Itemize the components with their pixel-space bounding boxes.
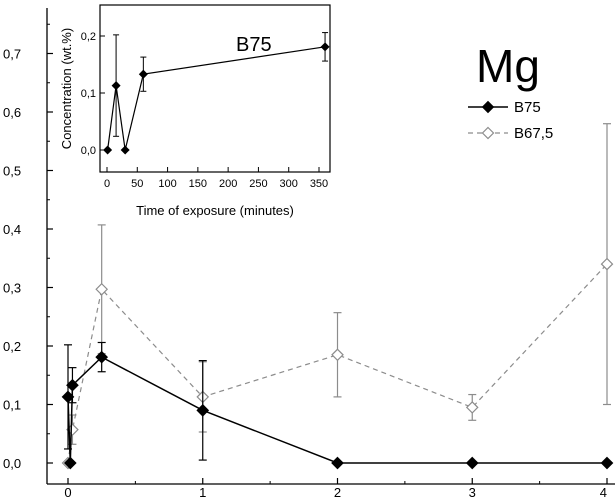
data-point [66, 378, 79, 392]
data-point [95, 350, 109, 364]
inset-x-tick-label: 250 [249, 178, 267, 190]
series-b75 [61, 341, 614, 470]
data-point [600, 456, 614, 470]
y-tick-label: 0,2 [3, 339, 21, 354]
inset-x-tick-label: 200 [219, 178, 237, 190]
data-point [95, 282, 109, 296]
inset-x-tick-label: 350 [310, 178, 328, 190]
inset-frame [99, 4, 331, 173]
data-point [465, 401, 479, 414]
x-tick-label: 4 [600, 485, 607, 499]
legend: B75 B67,5 [468, 99, 553, 142]
chart-title: Mg [476, 40, 540, 92]
inset-data-point [120, 145, 130, 155]
y-tick-label: 0,7 [3, 47, 21, 62]
inset-x-tick-label: 150 [189, 178, 207, 190]
x-tick-label: 3 [469, 485, 476, 499]
inset-x-tick-label: 100 [158, 178, 176, 190]
y-tick-label: 0,1 [3, 398, 21, 413]
inset-y-tick-label: 0,0 [81, 145, 96, 157]
legend-label-b75: B75 [514, 99, 541, 116]
inset-title: B75 [236, 34, 272, 56]
y-tick-label: 0,6 [3, 105, 21, 120]
data-point [331, 348, 344, 362]
y-tick-label: 0,5 [3, 164, 21, 179]
inset-x-axis-label: Time of exposure (minutes) [136, 203, 294, 218]
inset-x-tick-label: 0 [104, 178, 110, 190]
inset-series-b75 [103, 32, 330, 155]
inset-y-axis-label: Concentration (wt.%) [59, 28, 74, 149]
inset-y-tick-label: 0,2 [81, 31, 96, 43]
y-tick-label: 0,0 [3, 456, 21, 471]
inset-data-point [111, 81, 121, 91]
data-point [465, 456, 479, 470]
main-plot: 0,0 0,1 0,2 0,3 0,4 0,5 0,6 0,7 0 1 2 3 4 Mg B75 B67,5 [3, 8, 615, 499]
inset-data-point [320, 42, 330, 52]
data-point [63, 456, 77, 470]
x-tick-label: 2 [334, 485, 341, 499]
data-point [331, 456, 344, 470]
inset-data-point [138, 69, 148, 79]
legend-marker-b67-5 [481, 126, 495, 140]
x-tick-label: 1 [199, 485, 206, 499]
inset-data-point [103, 145, 113, 155]
legend-label-b67-5: B67,5 [514, 125, 553, 142]
series-line [67, 356, 607, 464]
data-point [61, 390, 75, 404]
inset-y-tick-label: 0,1 [81, 88, 96, 100]
inset-background [92, 0, 336, 224]
y-tick-label: 0,4 [3, 222, 21, 237]
y-tick-label: 0,3 [3, 281, 21, 296]
inset-x-tick-label: 50 [131, 178, 143, 190]
legend-marker-b75 [481, 100, 495, 114]
inset-plot: 0,0 0,1 0,2 0 50 100 150 200 250 300 350 B75 Time of… [59, 0, 336, 224]
data-point [600, 257, 614, 271]
data-point [196, 404, 210, 417]
x-tick-label: 0 [64, 485, 71, 499]
inset-x-tick-label: 300 [280, 178, 298, 190]
